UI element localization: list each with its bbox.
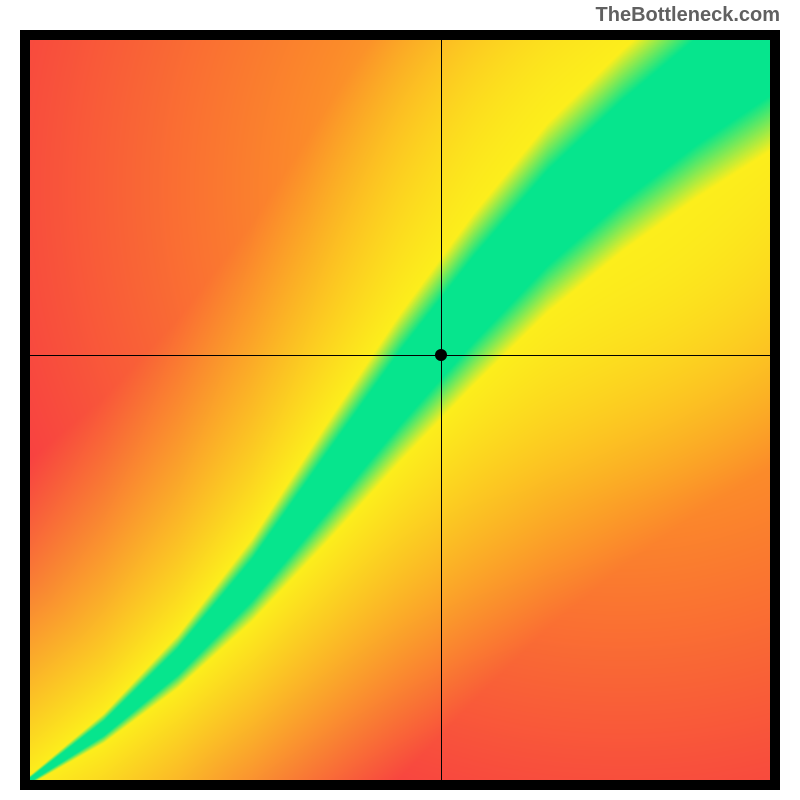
plot-frame	[20, 30, 780, 790]
watermark-text: TheBottleneck.com	[596, 4, 780, 27]
heatmap-canvas	[30, 40, 770, 780]
chart-container: TheBottleneck.com	[0, 0, 800, 800]
